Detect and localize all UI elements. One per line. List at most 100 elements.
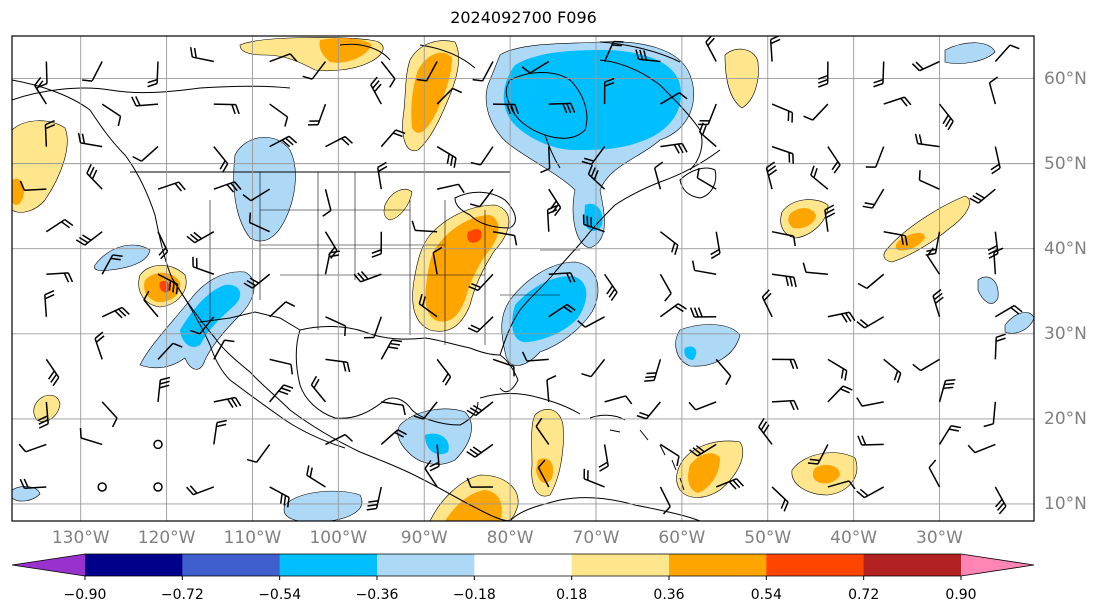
ohio-positive-red xyxy=(467,229,482,243)
wind-barb xyxy=(436,87,463,105)
wind-barb xyxy=(994,333,1006,360)
wind-barb xyxy=(492,103,520,115)
wind-barbs xyxy=(18,36,1023,515)
wind-barb xyxy=(306,465,326,488)
hudson-bay-negative-dark xyxy=(503,50,681,150)
wind-barb xyxy=(581,146,606,165)
wind-barb xyxy=(153,482,163,492)
wind-barb xyxy=(190,316,215,335)
wind-barb xyxy=(807,444,829,465)
wind-barb xyxy=(101,254,123,275)
wind-barb xyxy=(325,135,353,148)
wind-barb xyxy=(771,145,794,164)
wind-barb xyxy=(101,103,122,127)
wind-barb xyxy=(381,401,406,416)
wind-barb xyxy=(758,418,773,445)
south-america-north xyxy=(509,497,701,521)
wind-barb xyxy=(771,273,797,288)
wind-barb xyxy=(269,358,294,375)
wind-barb xyxy=(153,439,163,450)
lat-tick-label: 10°N xyxy=(1044,493,1087,514)
wind-barb xyxy=(436,358,452,386)
wind-barb xyxy=(827,311,856,323)
wind-barb xyxy=(857,435,884,446)
wind-barb xyxy=(19,478,47,490)
lon-tick-label: 120°W xyxy=(137,528,196,548)
mississippi-positive-dark xyxy=(425,215,499,322)
wind-barb xyxy=(689,307,717,318)
mexico-gulf-coast xyxy=(295,329,479,426)
wind-barb xyxy=(213,419,227,445)
wind-barb xyxy=(45,358,60,387)
wind-barb xyxy=(587,164,606,190)
wind-barb xyxy=(189,47,214,63)
wind-barb xyxy=(325,316,347,336)
wind-barb xyxy=(660,443,680,467)
wind-barb xyxy=(157,231,169,260)
canada-positive-north-dark xyxy=(319,37,372,63)
wind-barb xyxy=(577,316,605,328)
wind-barb xyxy=(856,316,885,329)
wind-barb xyxy=(86,163,103,190)
wind-barb xyxy=(466,477,493,488)
wind-barb xyxy=(213,146,229,173)
wind-barb xyxy=(548,272,576,283)
wind-barb xyxy=(325,358,351,373)
colorbar-tick-label: 0.54 xyxy=(750,587,782,603)
wind-barb xyxy=(353,271,382,283)
wind-barb xyxy=(715,478,744,490)
wind-barb xyxy=(914,133,940,148)
colorbar-segment xyxy=(766,554,865,576)
wind-barb xyxy=(540,146,551,174)
greenland-negative xyxy=(944,42,996,64)
colorbar-segment xyxy=(377,554,475,576)
wind-barb xyxy=(376,161,388,190)
wind-barb xyxy=(242,188,271,202)
hudson-bay xyxy=(505,72,588,139)
lat-tick-label: 50°N xyxy=(1044,153,1087,174)
wind-barb xyxy=(157,181,186,192)
wind-barb xyxy=(94,331,105,360)
wind-barb xyxy=(691,260,717,275)
wind-barb xyxy=(429,444,440,472)
wind-barb xyxy=(521,351,549,362)
wind-barb xyxy=(761,289,773,318)
wind-barb xyxy=(322,188,332,217)
wind-barb xyxy=(865,146,885,168)
colorbar-segment xyxy=(669,554,767,576)
north-america-west-coast xyxy=(12,79,511,521)
wind-barb xyxy=(310,375,327,403)
wind-barb xyxy=(598,444,609,472)
wind-barb xyxy=(659,273,672,302)
wind-barb xyxy=(44,120,56,147)
wind-barb xyxy=(772,399,799,411)
central-america-negative-dark xyxy=(425,433,449,455)
wind-barb xyxy=(371,231,383,258)
wind-barb xyxy=(987,231,999,259)
lon-tick-label: 50°W xyxy=(744,528,792,548)
wind-barb xyxy=(802,262,828,275)
tropical-atlantic-positive-east-dark xyxy=(812,464,840,484)
wind-barb xyxy=(468,273,494,292)
wind-barb xyxy=(772,358,799,370)
colorbar-tick-label: −0.18 xyxy=(452,587,496,603)
lon-tick-label: 100°W xyxy=(309,528,368,548)
baja-california xyxy=(171,277,231,381)
wind-barb xyxy=(660,92,688,105)
wind-barb xyxy=(366,486,383,511)
wind-barb xyxy=(269,53,298,63)
lon-tick-label: 130°W xyxy=(51,528,110,548)
wind-barb xyxy=(101,401,118,428)
wind-barb xyxy=(659,303,687,318)
colorbar-segment xyxy=(474,554,573,576)
lat-tick-label: 40°N xyxy=(1044,238,1087,259)
wind-barb xyxy=(472,61,494,82)
wind-barb xyxy=(325,433,354,446)
wind-barb xyxy=(883,358,902,383)
wind-barb xyxy=(705,36,717,62)
wind-barb xyxy=(827,358,848,381)
wind-barb xyxy=(467,316,494,333)
wind-barb xyxy=(689,443,717,457)
lon-tick-label: 110°W xyxy=(223,528,282,548)
